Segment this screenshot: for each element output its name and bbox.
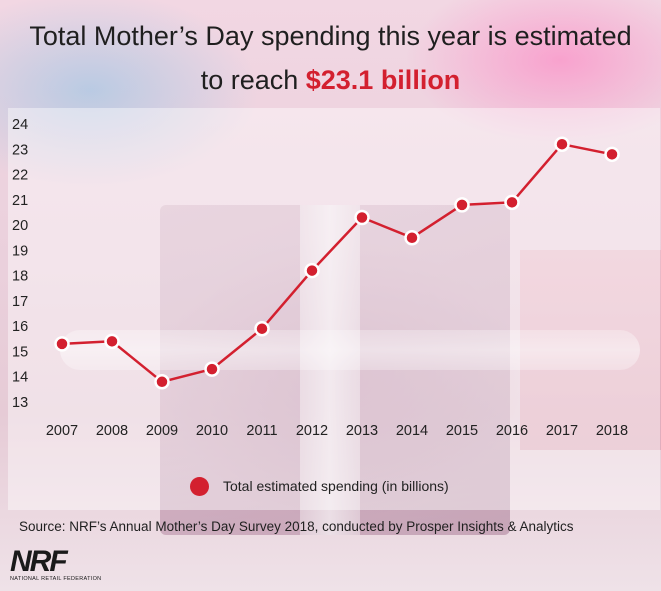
y-tick-label: 18 bbox=[12, 269, 28, 285]
data-point bbox=[454, 197, 470, 213]
data-point bbox=[354, 209, 370, 226]
data-point bbox=[254, 320, 270, 337]
nrf-logo: NRF NATIONAL RETAIL FEDERATION bbox=[10, 545, 102, 583]
data-point bbox=[554, 136, 570, 152]
x-tick-label: 2018 bbox=[596, 423, 628, 439]
logo-subtitle: NATIONAL RETAIL FEDERATION bbox=[10, 576, 102, 582]
x-axis-ticks: 2007 2008 2009 2010 2011 2012 2013 2014 2015 2016… bbox=[46, 423, 628, 439]
data-point bbox=[604, 146, 620, 163]
x-tick-label: 2008 bbox=[96, 423, 128, 439]
data-point bbox=[204, 361, 220, 377]
source-note: Source: NRF’s Annual Mother’s Day Survey… bbox=[19, 519, 574, 534]
title-line-2: to reach $23.1 billion bbox=[0, 58, 661, 102]
y-axis-ticks: 24 23 22 21 20 19 18 17 16 15 14 13 bbox=[12, 117, 28, 411]
data-point bbox=[54, 336, 70, 352]
data-point bbox=[504, 194, 520, 211]
x-tick-label: 2010 bbox=[196, 423, 228, 439]
y-tick-label: 19 bbox=[12, 243, 28, 259]
y-tick-label: 13 bbox=[12, 395, 28, 411]
x-tick-label: 2017 bbox=[546, 423, 578, 439]
data-point bbox=[154, 374, 170, 390]
y-tick-label: 23 bbox=[12, 142, 28, 158]
x-tick-label: 2012 bbox=[296, 423, 328, 439]
x-tick-label: 2009 bbox=[146, 423, 178, 439]
title-highlight-amount: $23.1 billion bbox=[305, 65, 461, 95]
legend-marker bbox=[190, 476, 209, 496]
title-line-1: Total Mother’s Day spending this year is… bbox=[29, 21, 632, 51]
y-tick-label: 21 bbox=[12, 193, 28, 209]
chart-title: Total Mother’s Day spending this year is… bbox=[0, 14, 661, 102]
series-line bbox=[61, 142, 613, 384]
y-tick-label: 20 bbox=[12, 218, 28, 234]
legend: Total estimated spending (in billions) bbox=[190, 475, 449, 497]
x-tick-label: 2014 bbox=[396, 423, 428, 439]
y-tick-label: 17 bbox=[12, 294, 28, 310]
y-tick-label: 24 bbox=[12, 117, 28, 133]
data-point bbox=[404, 229, 420, 246]
logo-mark: NRF bbox=[10, 545, 68, 578]
series-points bbox=[54, 136, 620, 390]
title-line-2-prefix: to reach bbox=[200, 65, 306, 95]
x-tick-label: 2016 bbox=[496, 423, 528, 439]
y-tick-label: 15 bbox=[12, 344, 28, 360]
legend-label: Total estimated spending (in billions) bbox=[223, 478, 449, 494]
x-tick-label: 2011 bbox=[246, 423, 277, 439]
data-point bbox=[104, 333, 120, 350]
x-tick-label: 2013 bbox=[346, 423, 378, 439]
data-point bbox=[304, 262, 320, 279]
y-tick-label: 16 bbox=[12, 319, 28, 335]
y-tick-label: 22 bbox=[12, 168, 28, 184]
y-tick-label: 14 bbox=[12, 370, 28, 386]
x-tick-label: 2015 bbox=[446, 423, 478, 439]
x-tick-label: 2007 bbox=[46, 423, 78, 439]
